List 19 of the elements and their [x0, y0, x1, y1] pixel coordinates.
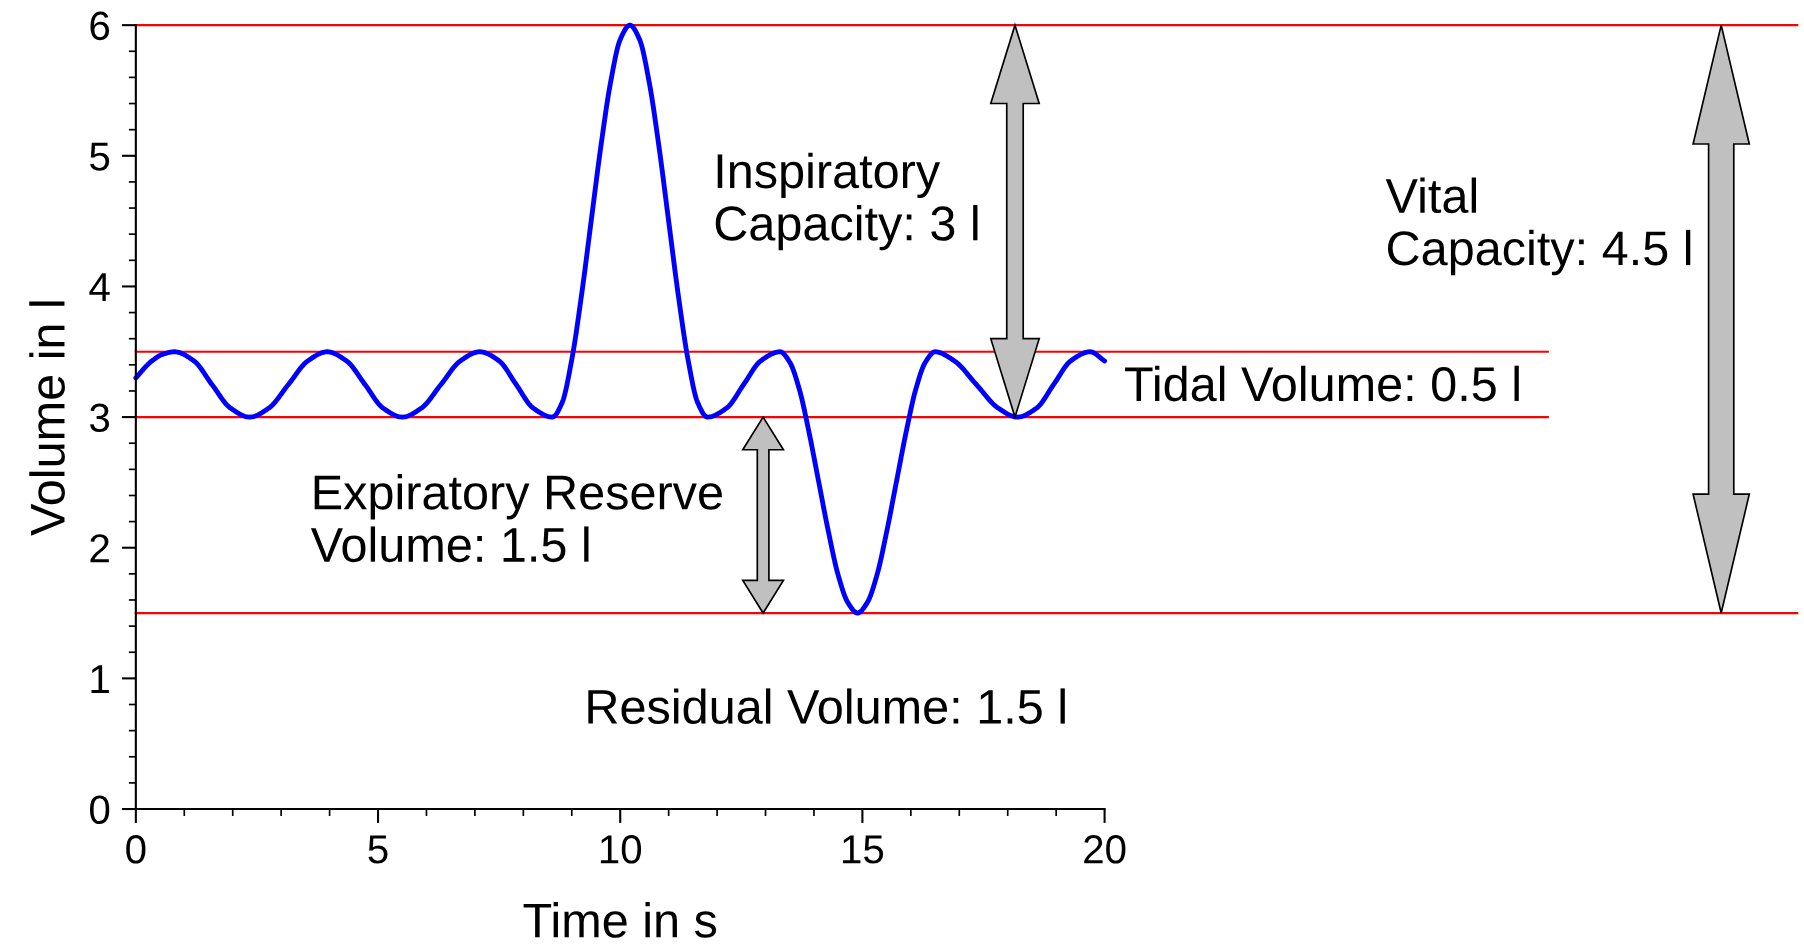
x-tick-label: 5 — [368, 835, 388, 864]
y-tick-label: 1 — [91, 665, 109, 693]
y-tick-label: 0 — [90, 795, 110, 825]
y-tick-label: 2 — [90, 534, 109, 563]
y-tick-label: 5 — [90, 142, 110, 171]
y-tick-label: 4 — [89, 273, 110, 302]
annotation: Residual Volume: 1.5 l — [588, 688, 1065, 725]
annotation: Expiratory Reserve Volume: 1.5 l — [310, 474, 722, 563]
annotation: Inspiratory Capacity: 3 l — [715, 152, 978, 251]
x-tick-label: 0 — [126, 835, 146, 864]
y-axis-title: Volume in l — [29, 301, 65, 536]
text: Tidal Volume: 0.5 l — [1125, 365, 1519, 402]
y-tick-label: 3 — [89, 403, 110, 433]
x-tick-label: 20 — [1084, 835, 1126, 864]
text: Vital Capacity: 4.5 l — [1385, 177, 1691, 276]
x-tick-label: 10 — [600, 835, 642, 864]
y-tick-label: 6 — [90, 11, 110, 41]
x-axis-title: Time in s — [523, 902, 717, 938]
x-tick-label: 15 — [843, 835, 884, 864]
